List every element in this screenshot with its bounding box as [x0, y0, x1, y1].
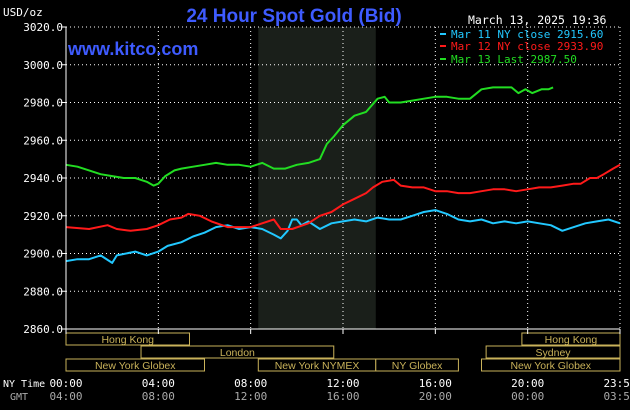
legend-mar12: Mar 12 NY close 2933.90 — [451, 40, 603, 53]
nymex-session-highlight — [258, 27, 376, 329]
x-tick-label-gmt: 00:00 — [511, 390, 544, 403]
x-tick-label-ny: 20:00 — [511, 377, 544, 390]
x-tick-label-ny: 23:59 — [603, 377, 630, 390]
session-bar — [485, 345, 621, 359]
session-label: Hong Kong — [101, 334, 154, 346]
series-line-0 — [65, 209, 621, 264]
x-tick-label-ny: 00:00 — [49, 377, 82, 390]
y-tick-label: 2960.0 — [23, 134, 63, 147]
session-bar — [65, 332, 190, 346]
chart-title: 24 Hour Spot Gold (Bid) — [186, 6, 401, 27]
x-tick-label-gmt: 04:00 — [49, 390, 82, 403]
y-tick-label: 2920.0 — [23, 210, 63, 223]
x-tick-label-gmt: 03:59 — [603, 390, 630, 403]
x-tick-label-ny: 16:00 — [419, 377, 452, 390]
session-bar — [375, 358, 459, 372]
nymex-highlight-band — [258, 27, 376, 329]
market-session-bars: Hong Kong London New York Globex New York N… — [65, 332, 621, 372]
x-tick-label-ny: 04:00 — [142, 377, 175, 390]
x-tick-label-gmt: 20:00 — [419, 390, 452, 403]
session-label: New York Globex — [95, 360, 176, 372]
session-label: New York NYMEX — [275, 360, 360, 372]
session-label: London — [220, 347, 255, 359]
session-bar — [140, 345, 335, 359]
gmt-row-label: GMT — [10, 392, 28, 403]
legend: Mar 11 NY close 2915.60 Mar 12 NY close … — [440, 28, 603, 66]
y-tick-label: 2980.0 — [23, 97, 63, 110]
y-tick-label: 2940.0 — [23, 172, 63, 185]
session-bar — [65, 358, 205, 372]
ny-time-row-label: NY Time — [3, 379, 45, 390]
y-tick-label: 3000.0 — [23, 59, 63, 72]
legend-mar13: Mar 13 Last 2987.50 — [451, 53, 577, 66]
timestamp: March 13, 2025 19:36 — [468, 13, 607, 27]
session-bar — [481, 358, 621, 372]
price-series — [65, 86, 621, 264]
session-label: New York Globex — [510, 360, 591, 372]
y-tick-label: 2900.0 — [23, 248, 63, 261]
x-tick-label-gmt: 08:00 — [142, 390, 175, 403]
session-label: Hong Kong — [545, 334, 598, 346]
unit-label: USD/oz — [3, 6, 43, 19]
x-tick-label-ny: 12:00 — [326, 377, 359, 390]
series-line-1 — [65, 163, 621, 232]
y-tick-label: 2880.0 — [23, 285, 63, 298]
x-tick-label-gmt: 16:00 — [326, 390, 359, 403]
session-label: Sydney — [536, 347, 572, 359]
x-tick-label-gmt: 12:00 — [234, 390, 267, 403]
series-line-2 — [65, 86, 554, 187]
session-bar — [521, 332, 621, 346]
session-label: NY Globex — [392, 360, 443, 372]
x-tick-label-ny: 08:00 — [234, 377, 267, 390]
kitco-watermark: www.kitco.com — [67, 39, 198, 59]
axes: 3020.0 3000.0 2980.0 2960.0 2940.0 2920.0 2900… — [23, 21, 630, 403]
y-tick-label: 3020.0 — [23, 21, 63, 34]
y-tick-label: 2860.0 — [23, 323, 63, 336]
legend-mar11: Mar 11 NY close 2915.60 — [451, 28, 603, 41]
